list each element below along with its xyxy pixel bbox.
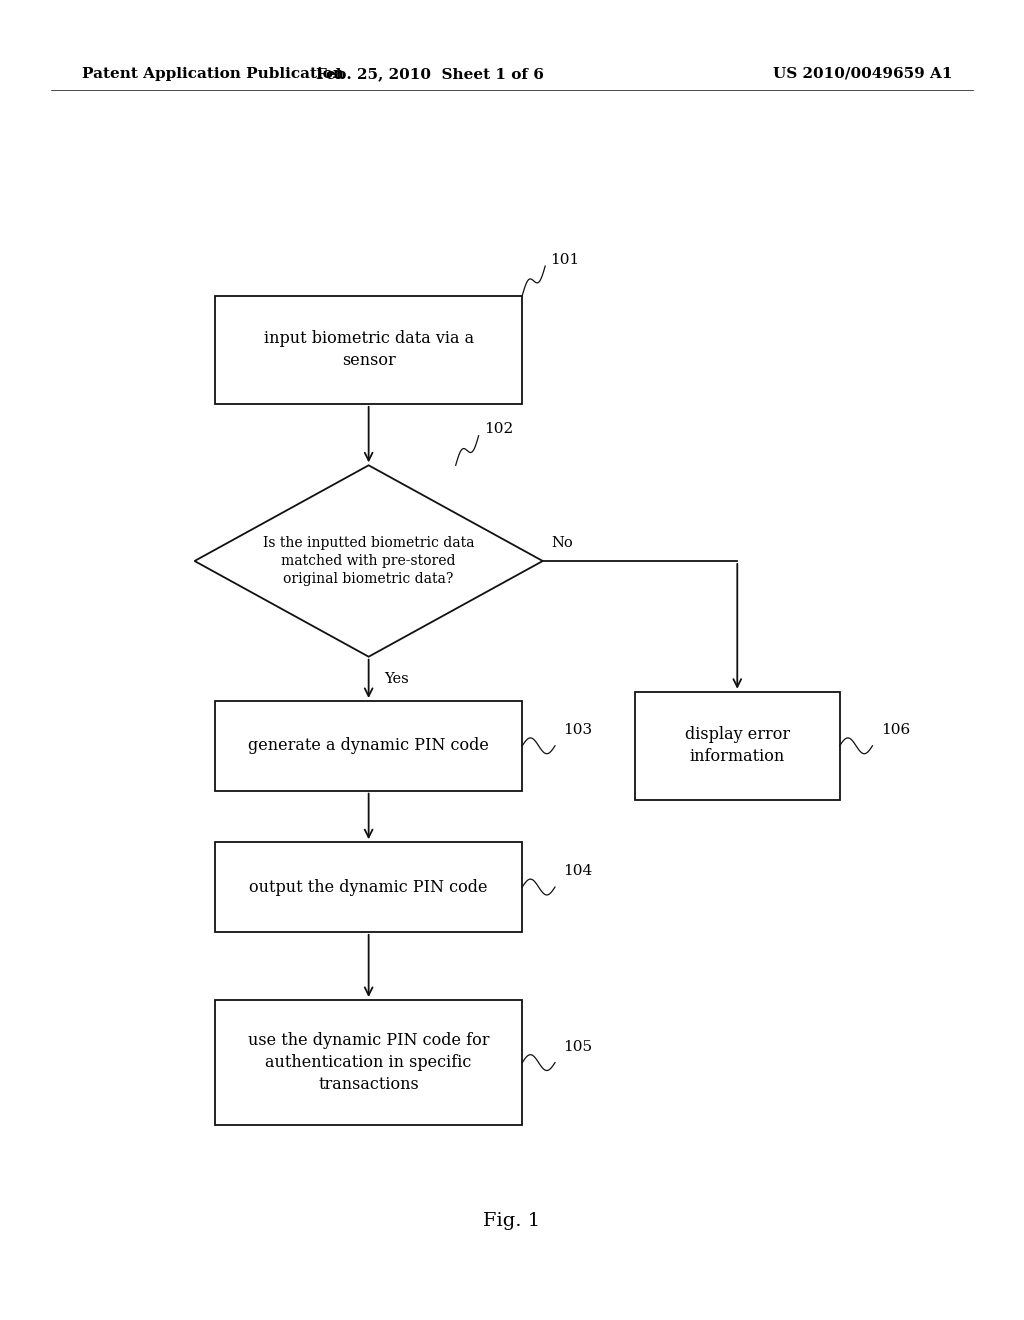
- FancyBboxPatch shape: [215, 296, 522, 404]
- FancyBboxPatch shape: [635, 692, 840, 800]
- Text: Yes: Yes: [384, 672, 409, 686]
- Text: No: No: [551, 536, 572, 550]
- Text: 103: 103: [563, 723, 592, 737]
- Text: 104: 104: [563, 865, 593, 878]
- Text: 101: 101: [550, 252, 580, 267]
- Text: Patent Application Publication: Patent Application Publication: [82, 67, 344, 81]
- Text: input biometric data via a
sensor: input biometric data via a sensor: [263, 330, 474, 370]
- FancyBboxPatch shape: [215, 701, 522, 791]
- Text: generate a dynamic PIN code: generate a dynamic PIN code: [248, 738, 489, 754]
- Text: Fig. 1: Fig. 1: [483, 1212, 541, 1230]
- Text: Feb. 25, 2010  Sheet 1 of 6: Feb. 25, 2010 Sheet 1 of 6: [316, 67, 544, 81]
- Text: 106: 106: [881, 723, 910, 737]
- FancyBboxPatch shape: [215, 842, 522, 932]
- Text: US 2010/0049659 A1: US 2010/0049659 A1: [773, 67, 952, 81]
- Text: display error
information: display error information: [685, 726, 790, 766]
- Text: use the dynamic PIN code for
authentication in specific
transactions: use the dynamic PIN code for authenticat…: [248, 1032, 489, 1093]
- Text: 105: 105: [563, 1040, 592, 1053]
- Polygon shape: [195, 466, 543, 657]
- Text: output the dynamic PIN code: output the dynamic PIN code: [250, 879, 487, 895]
- Text: 102: 102: [483, 422, 513, 436]
- Text: Is the inputted biometric data
matched with pre-stored
original biometric data?: Is the inputted biometric data matched w…: [263, 536, 474, 586]
- FancyBboxPatch shape: [215, 1001, 522, 1125]
